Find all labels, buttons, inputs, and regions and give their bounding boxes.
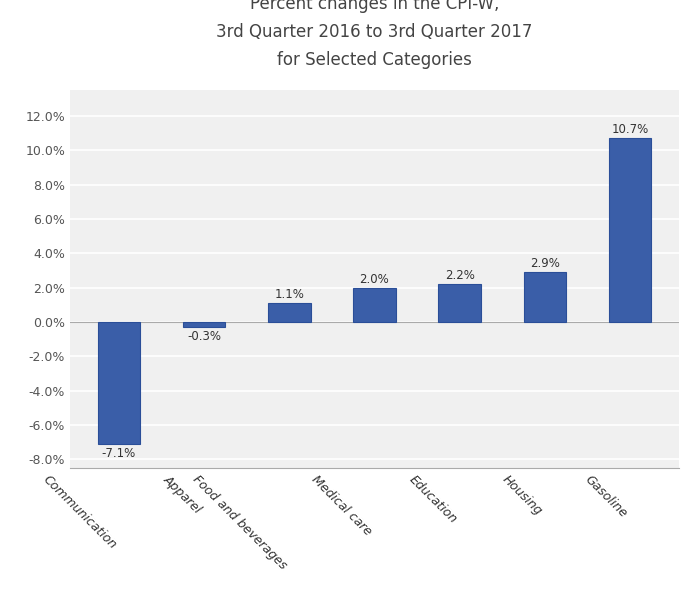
Bar xyxy=(183,322,225,327)
Text: 2.9%: 2.9% xyxy=(530,257,560,270)
Bar xyxy=(524,272,566,322)
Text: -7.1%: -7.1% xyxy=(102,447,136,460)
Bar xyxy=(98,322,140,444)
Text: 2.0%: 2.0% xyxy=(360,272,389,286)
Text: 1.1%: 1.1% xyxy=(274,288,304,301)
Bar xyxy=(438,284,481,322)
Title: Percent changes in the CPI-W,
3rd Quarter 2016 to 3rd Quarter 2017
for Selected : Percent changes in the CPI-W, 3rd Quarte… xyxy=(216,0,533,69)
Text: 2.2%: 2.2% xyxy=(444,269,475,282)
Bar xyxy=(354,287,395,322)
Text: -0.3%: -0.3% xyxy=(187,330,221,343)
Text: 10.7%: 10.7% xyxy=(611,123,649,136)
Bar xyxy=(268,303,311,322)
Bar xyxy=(609,138,651,322)
